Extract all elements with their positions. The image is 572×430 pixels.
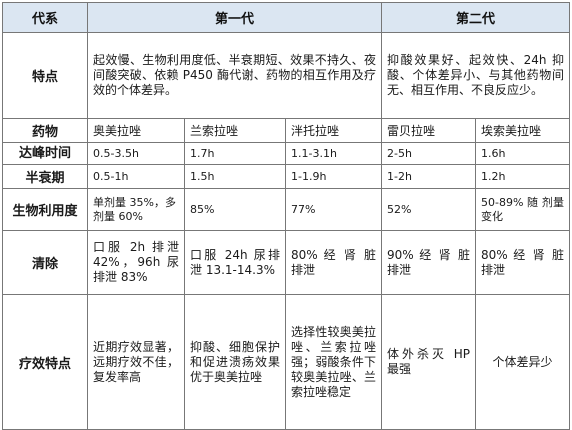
table-cell: 1-2h [381,164,476,189]
table-cell: 77% [285,188,382,231]
table-cell: 近期疗效显著，远期疗效不佳，复发率高 [87,294,185,430]
table-cell: 80% 经 肾 脏排泄 [285,230,382,295]
table-cell: 0.5-1h [87,164,185,189]
table-cell: 1-1.9h [285,164,382,189]
features-row: 特点 起效慢、生物利用度低、半衰期短、效果不持久、夜间酸突破、依赖 P450 酶… [2,32,571,119]
row-label-bioavailability: 生物利用度 [2,188,88,231]
col-label-header: 代系 [2,2,88,33]
row-label-drug: 药物 [2,118,88,143]
gen2-features: 抑酸效果好、起效快、24h 抑酸、个体差异小、与其他药物间无、相互作用、不良反应… [380,32,571,119]
row-label-half-life: 半衰期 [2,164,88,189]
table-cell: 1.2h [474,164,571,189]
header-row: 代系 第一代 第二代 [2,2,571,33]
table-cell: 个体差异少 [474,294,571,430]
row-label-tmax: 达峰时间 [2,142,88,165]
tmax-row: 达峰时间 0.5-3.5h 1.7h 1.1-3.1h 2-5h 1.6h [2,142,571,165]
efficacy-row: 疗效特点 近期疗效显著，远期疗效不佳，复发率高 抑酸、细胞保护和促进溃疡效果优于… [2,294,571,430]
gen1-features: 起效慢、生物利用度低、半衰期短、效果不持久、夜间酸突破、依赖 P450 酶代谢、… [87,32,382,119]
table-cell: 2-5h [381,142,476,165]
gen2-header: 第二代 [380,2,571,33]
drug-lansoprazole: 兰索拉唑 [184,118,286,143]
table-cell: 85% [184,188,286,231]
table-cell: 80% 经 肾 脏排泄 [474,230,571,295]
drug-omeprazole: 奥美拉唑 [87,118,185,143]
table-cell: 1.1-3.1h [285,142,382,165]
drug-pantoprazole: 泮托拉唑 [285,118,382,143]
table-cell: 1.6h [474,142,571,165]
table-cell: 选择性较奥美拉唑、兰索拉唑强；弱酸条件下较奥美拉唑、兰索拉唑稳定 [285,294,382,430]
table-cell: 0.5-3.5h [87,142,185,165]
row-label-clearance: 清除 [2,230,88,295]
table-cell: 90% 经 肾 脏排泄 [381,230,476,295]
table-cell: 抑酸、细胞保护和促进溃疡效果优于奥美拉唑 [184,294,286,430]
row-label-features: 特点 [2,32,88,119]
table-cell: 52% [381,188,476,231]
table-cell: 1.7h [184,142,286,165]
table-cell: 1.5h [184,164,286,189]
drug-esomeprazole: 埃索美拉唑 [474,118,571,143]
table-cell: 单剂量 35%，多剂量 60% [87,188,185,231]
half-life-row: 半衰期 0.5-1h 1.5h 1-1.9h 1-2h 1.2h [2,164,571,189]
table-cell: 体外杀灭 HP 最强 [381,294,476,430]
bioavailability-row: 生物利用度 单剂量 35%，多剂量 60% 85% 77% 52% 50-89%… [2,188,571,231]
drug-rabeprazole: 雷贝拉唑 [381,118,476,143]
table-cell: 50-89% 随 剂量变化 [474,188,571,231]
table-cell: 口服 2h 排泄 42%，96h 尿排泄 83% [87,230,185,295]
table-cell: 口服 24h 尿排泄 13.1-14.3% [184,230,286,295]
drug-row: 药物 奥美拉唑 兰索拉唑 泮托拉唑 雷贝拉唑 埃索美拉唑 [2,118,571,143]
gen1-header: 第一代 [87,2,382,33]
row-label-efficacy: 疗效特点 [2,294,88,430]
clearance-row: 清除 口服 2h 排泄 42%，96h 尿排泄 83% 口服 24h 尿排泄 1… [2,230,571,295]
